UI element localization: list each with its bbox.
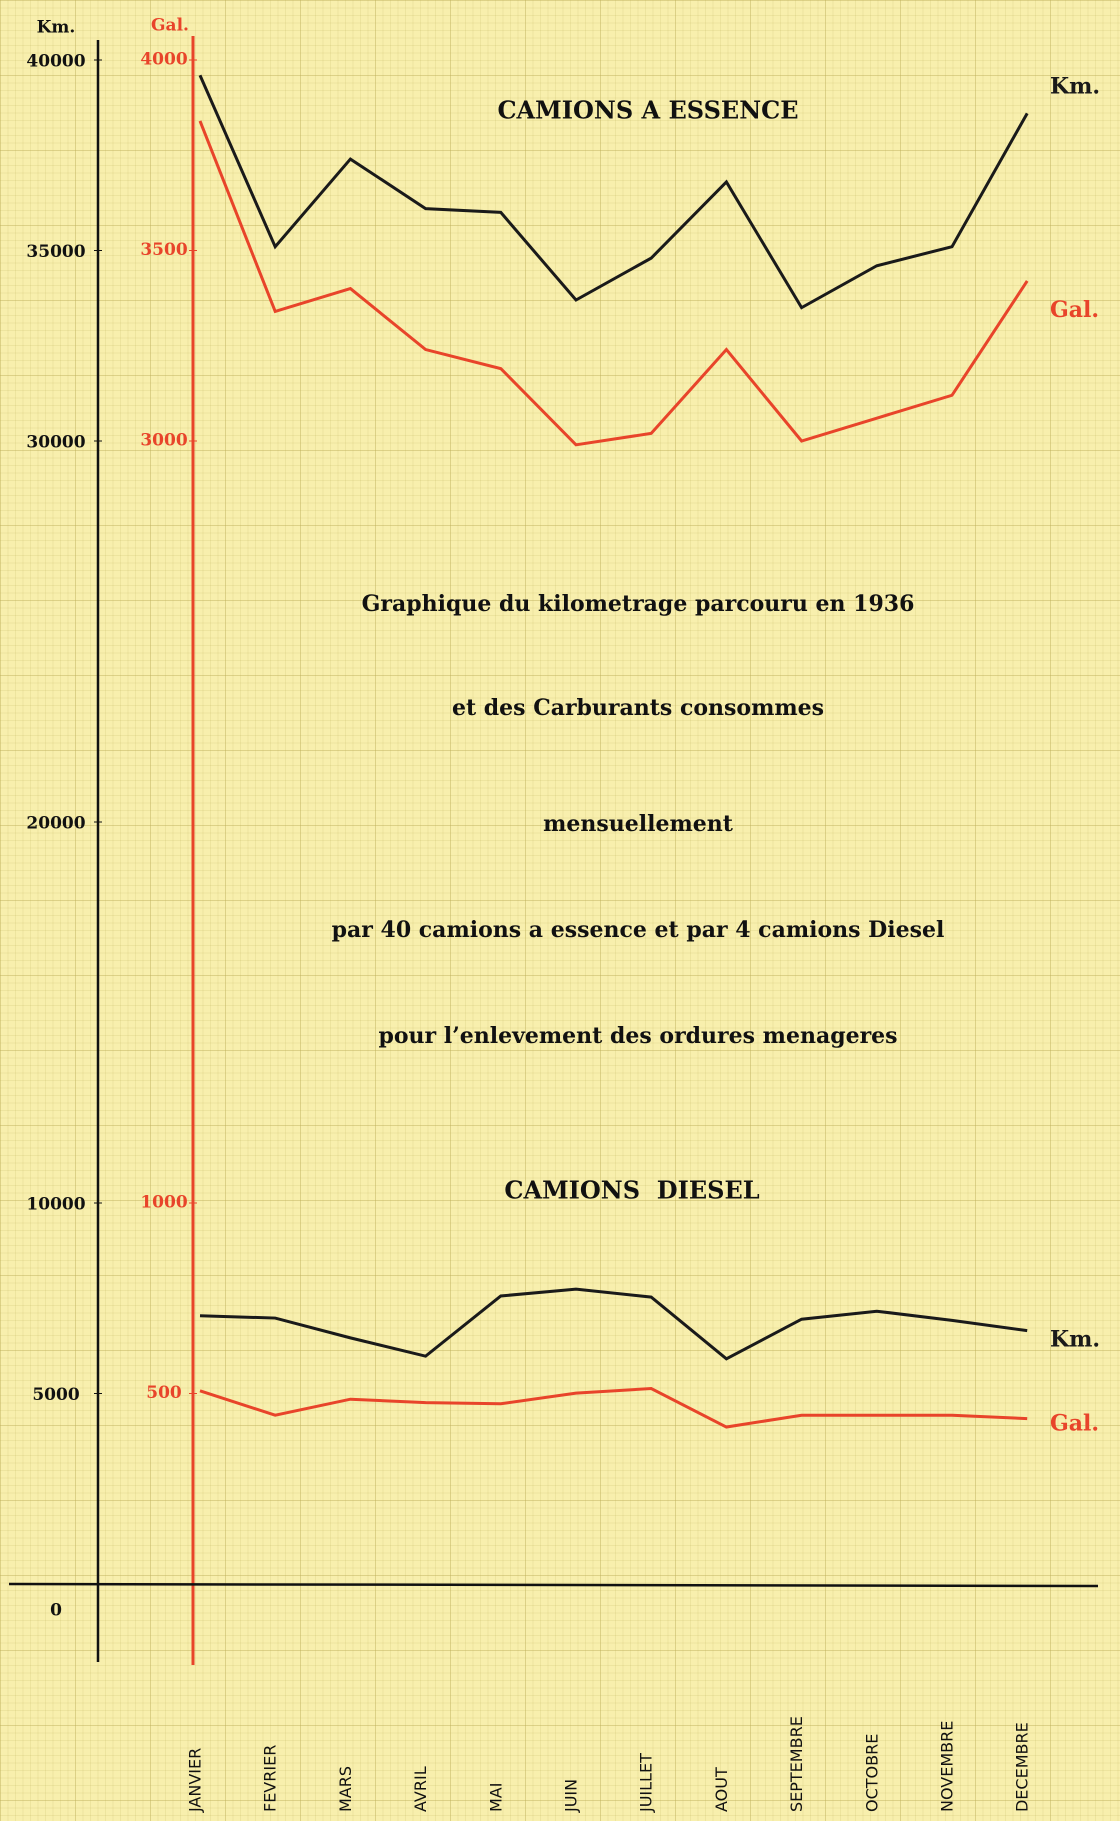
y-tick-label: 10000 [26,1195,85,1215]
x-tick-label: AVRIL [411,1766,430,1812]
annotation: Graphique du kilometrage parcouru en 193… [362,591,915,617]
y2-tick-label: 500 [146,1383,182,1403]
series-label: Gal. [1050,297,1099,323]
y-tick-label: 40000 [26,52,85,72]
y2-tick-label: 3500 [140,240,187,260]
series-label: Km. [1050,73,1100,99]
series-line [198,120,1029,447]
series-line [199,1387,1028,1429]
annotation: par 40 camions a essence et par 4 camion… [332,917,945,943]
panel-title: CAMIONS DIESEL [504,1176,759,1205]
x-tick-label: JUILLET [637,1753,656,1813]
annotation: et des Carburants consommes [452,695,824,721]
series-line [198,74,1029,310]
y2-tick-label: 4000 [140,50,187,70]
annotation: mensuellement [543,811,734,837]
x-tick-label: MARS [336,1766,355,1812]
x-tick-label: DECEMBRE [1013,1722,1032,1812]
y-tick-label: 0 [50,1601,62,1621]
y-tick-label: 20000 [26,814,85,834]
x-axis [8,1582,1099,1588]
x-tick-label: JANVIER [186,1748,205,1813]
x-tick-label: AOUT [712,1767,731,1812]
y2-tick-label: 3000 [140,431,187,451]
y-tick-label: 5000 [32,1385,79,1405]
x-tick-label: JUIN [562,1779,581,1813]
y2-axis-label: Gal. [151,16,189,36]
annotation: pour l’enlevement des ordures menageres [378,1023,897,1049]
x-tick-label: OCTOBRE [862,1734,881,1812]
x-tick-label: MAI [486,1783,505,1812]
x-tick-label: SEPTEMBRE [787,1716,806,1812]
panel-title: CAMIONS A ESSENCE [497,96,798,125]
series-line [199,1287,1028,1361]
y2-tick-label: 1000 [140,1193,187,1213]
y-tick-label: 35000 [26,242,85,262]
y-tick-label: 30000 [26,433,85,453]
y-axis-label: Km. [37,18,76,38]
series-label: Gal. [1050,1411,1099,1437]
x-tick-label: FEVRIER [261,1745,280,1812]
x-tick-label: NOVEMBRE [938,1721,957,1812]
series-label: Km. [1050,1327,1100,1353]
